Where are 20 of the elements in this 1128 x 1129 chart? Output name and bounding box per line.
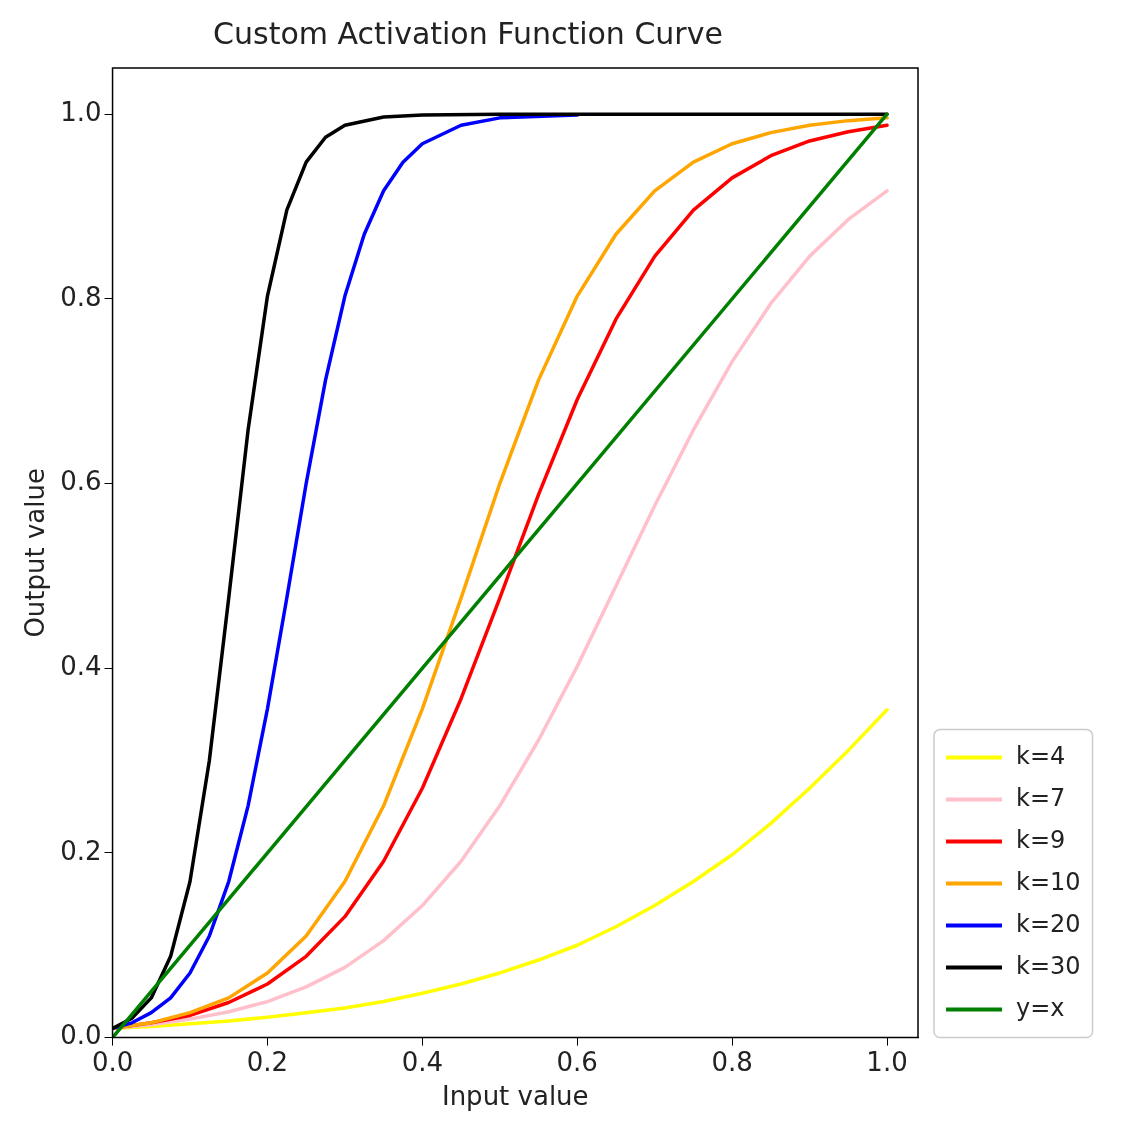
x-tick-label: 0.6 [556,1046,598,1077]
y-tick-label: 0.2 [60,835,102,866]
y-axis-title: Output value [20,468,51,638]
chart-title: Custom Activation Function Curve [213,15,723,51]
x-tick-label: 0.8 [711,1046,753,1077]
legend-label: k=4 [1016,741,1066,770]
y-tick-label: 0.6 [60,466,102,497]
y-tick-label: 1.0 [60,96,102,127]
legend-label: k=30 [1016,951,1081,980]
legend-label: k=7 [1016,783,1066,812]
x-tick-label: 0.2 [246,1046,289,1077]
legend-label: k=9 [1016,825,1066,854]
legend-label: k=20 [1016,909,1081,938]
y-tick-label: 0.4 [60,650,102,681]
x-axis-title: Input value [441,1081,589,1112]
x-tick-label: 1.0 [866,1046,908,1077]
y-tick-label: 0.8 [60,281,102,312]
legend-label: y=x [1016,993,1065,1022]
legend-label: k=10 [1016,867,1081,896]
x-tick-label: 0.4 [401,1046,444,1077]
